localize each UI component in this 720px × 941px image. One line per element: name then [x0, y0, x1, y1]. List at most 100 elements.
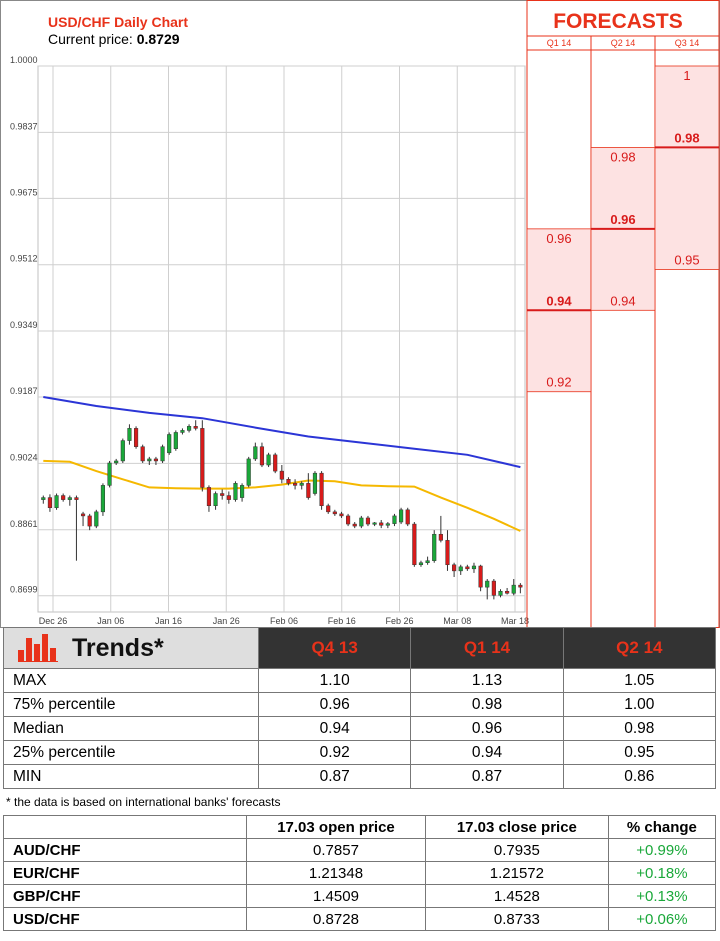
prices-open: 1.21348: [246, 861, 426, 885]
candle-body: [160, 446, 165, 462]
candle: [332, 509, 337, 516]
trends-cell: 0.92: [257, 740, 412, 765]
chart-frame: [0, 0, 720, 628]
prices-pair: USD/CHF: [3, 907, 247, 931]
trends-header-row: Trends* Q4 13 Q1 14 Q2 14: [3, 627, 717, 669]
candle: [518, 583, 523, 594]
candle-body: [266, 454, 271, 466]
forecast-median-label: 0.94: [546, 293, 572, 308]
candle: [186, 424, 192, 433]
candle: [465, 564, 470, 571]
candle-body: [167, 434, 172, 454]
candle: [61, 493, 66, 502]
moving-averages: [43, 396, 521, 532]
x-tick-label: Jan 06: [97, 616, 124, 626]
candle: [120, 438, 125, 463]
candle-body: [306, 483, 311, 498]
trends-table: Trends* Q4 13 Q1 14 Q2 14 MAX 1.10 1.13 …: [3, 627, 717, 789]
candle-body: [120, 440, 125, 462]
candle: [306, 473, 311, 500]
trends-row: MIN 0.87 0.87 0.86: [3, 764, 717, 789]
forecast-low-label: 0.92: [546, 375, 571, 390]
candle: [365, 515, 371, 527]
forecast-quarter-label: Q2 14: [611, 38, 636, 48]
trends-row: MAX 1.10 1.13 1.05: [3, 668, 717, 693]
candle: [114, 458, 119, 466]
prices-change: +0.18%: [607, 861, 717, 885]
prices-col-header: 17.03 close price: [424, 815, 609, 839]
chart-grid: [37, 65, 526, 613]
trends-cell: 0.96: [410, 716, 564, 741]
candle: [359, 515, 364, 529]
candle: [160, 444, 165, 463]
candle: [392, 513, 397, 527]
moving-average-line: [43, 396, 521, 469]
candle-body: [173, 432, 178, 449]
candle: [339, 511, 344, 518]
trends-row-label: MAX: [3, 668, 259, 693]
candle-body: [385, 523, 390, 526]
prices-col-header: 17.03 open price: [246, 815, 426, 839]
candle-body: [339, 513, 344, 517]
candle-body: [186, 426, 192, 431]
candle-body: [74, 497, 79, 500]
y-tick-label: 0.9512: [10, 254, 38, 264]
candle: [100, 483, 106, 516]
candle: [213, 491, 218, 510]
x-tick-label: Dec 26: [39, 616, 68, 626]
candle-body: [206, 487, 212, 506]
prices-change: +0.99%: [607, 838, 717, 862]
candle-body: [114, 460, 119, 464]
candle: [127, 424, 132, 445]
x-tick-label: Jan 26: [213, 616, 240, 626]
candle-body: [465, 566, 470, 570]
candle: [67, 495, 72, 506]
candle-body: [200, 428, 205, 488]
candle: [153, 456, 159, 466]
trends-cell: 1.13: [410, 668, 564, 693]
candle: [346, 513, 351, 527]
candle-body: [41, 497, 46, 500]
y-tick-label: 0.9024: [10, 452, 38, 462]
candle-body: [478, 565, 483, 588]
candle-body: [133, 428, 139, 447]
forecast-range-box: [654, 65, 720, 270]
forecast-median-label: 0.98: [674, 130, 699, 145]
candle: [259, 442, 265, 468]
candle: [240, 483, 245, 502]
candle: [438, 515, 443, 543]
candle-body: [332, 511, 337, 515]
candle: [266, 452, 271, 468]
trends-brand-cell: Trends*: [3, 627, 259, 669]
trends-row: 25% percentile 0.92 0.94 0.95: [3, 740, 717, 765]
forecast-panel: FORECASTS Q1 14 Q2 14 Q3 14 0.96 0.94 0.92 0.9…: [526, 0, 720, 628]
candle-body: [80, 513, 86, 517]
y-tick-label: 0.9187: [10, 386, 38, 396]
trends-row: Median 0.94 0.96 0.98: [3, 716, 717, 741]
forecast-high-label: 1: [683, 68, 690, 83]
prices-row: GBP/CHF 1.4509 1.4528 +0.13%: [3, 884, 717, 908]
candle-body: [458, 566, 463, 572]
candle-body: [438, 533, 443, 541]
candle-body: [180, 430, 185, 433]
candle-body: [299, 483, 304, 486]
candle: [418, 560, 424, 567]
candle: [233, 481, 238, 502]
candle: [385, 522, 390, 529]
forecast-title: FORECASTS: [553, 10, 683, 33]
candle-body: [418, 562, 424, 566]
candle-body: [471, 565, 477, 570]
x-tick-label: Feb 06: [270, 616, 298, 626]
candle: [147, 456, 152, 466]
candle-body: [379, 522, 384, 526]
candle: [505, 587, 510, 595]
candle-body: [94, 511, 99, 527]
trends-title: Trends*: [72, 633, 164, 662]
candle: [445, 530, 450, 571]
candle-body: [452, 564, 457, 572]
trends-cell: 1.00: [562, 692, 717, 717]
prices-pair: GBP/CHF: [3, 884, 247, 908]
candle: [226, 491, 231, 504]
candle: [47, 494, 52, 512]
trends-col-header: Q4 13: [257, 627, 412, 669]
